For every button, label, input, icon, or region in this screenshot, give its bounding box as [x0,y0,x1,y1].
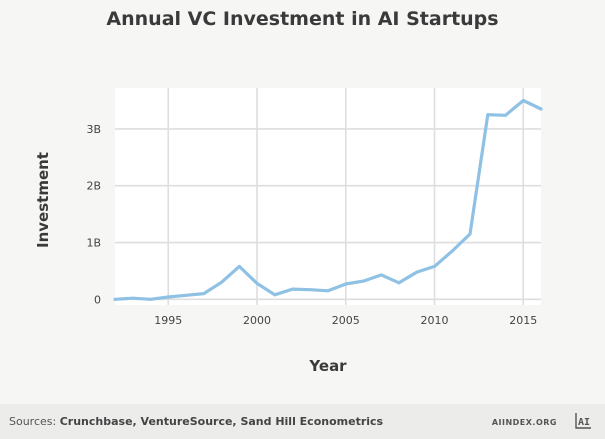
data-point [539,107,543,111]
data-point [184,293,188,297]
ai-logo-icon: AI [575,413,591,429]
plot-area [115,88,541,305]
y-axis-label: Investment [34,152,52,248]
source-names: Crunchbase, VentureSource, Sand Hill Eco… [59,415,384,428]
data-point [504,113,507,117]
data-point [131,296,135,300]
data-point [308,288,312,292]
data-point [326,289,330,293]
data-point [166,295,170,299]
data-point [344,282,348,286]
source-prefix: Sources: [9,415,60,428]
data-point [450,249,454,253]
source-note: Sources: Crunchbase, VentureSource, Sand… [9,415,383,428]
x-tick-label: 2015 [509,314,537,327]
data-point [113,297,117,301]
y-tick-label: 0 [94,293,101,306]
data-point [379,273,383,277]
brand-link[interactable]: AIINDEX.ORG [491,418,557,427]
y-tick-label: 3B [86,123,101,136]
footer: Sources: Crunchbase, VentureSource, Sand… [0,404,605,439]
x-tick-label: 2010 [421,314,449,327]
data-point [273,293,277,297]
data-point [202,292,206,296]
y-tick-label: 1B [86,237,101,250]
data-point [521,99,525,102]
x-tick-label: 2000 [243,314,271,327]
data-point [255,282,259,285]
data-point [362,279,365,283]
data-point [291,287,294,291]
logo-text: AI [578,417,590,428]
y-tick-label: 2B [86,180,101,193]
x-tick-label: 2005 [332,314,360,327]
data-point [433,264,436,268]
data-point [468,232,472,236]
data-point [415,270,419,274]
data-point [237,264,241,268]
data-point [397,281,401,285]
y-axis-ticks: 0 1B 2B 3B [86,123,101,306]
series-group [113,98,543,301]
x-axis-ticks: 1995 2000 2005 2010 2015 [154,314,537,327]
grid-lines [115,88,541,305]
x-tick-label: 1995 [154,314,182,327]
data-point [220,280,223,284]
chart-title: Annual VC Investment in AI Startups [106,8,499,30]
data-point [149,297,152,301]
data-point [486,113,490,117]
x-axis-label: Year [308,357,347,375]
